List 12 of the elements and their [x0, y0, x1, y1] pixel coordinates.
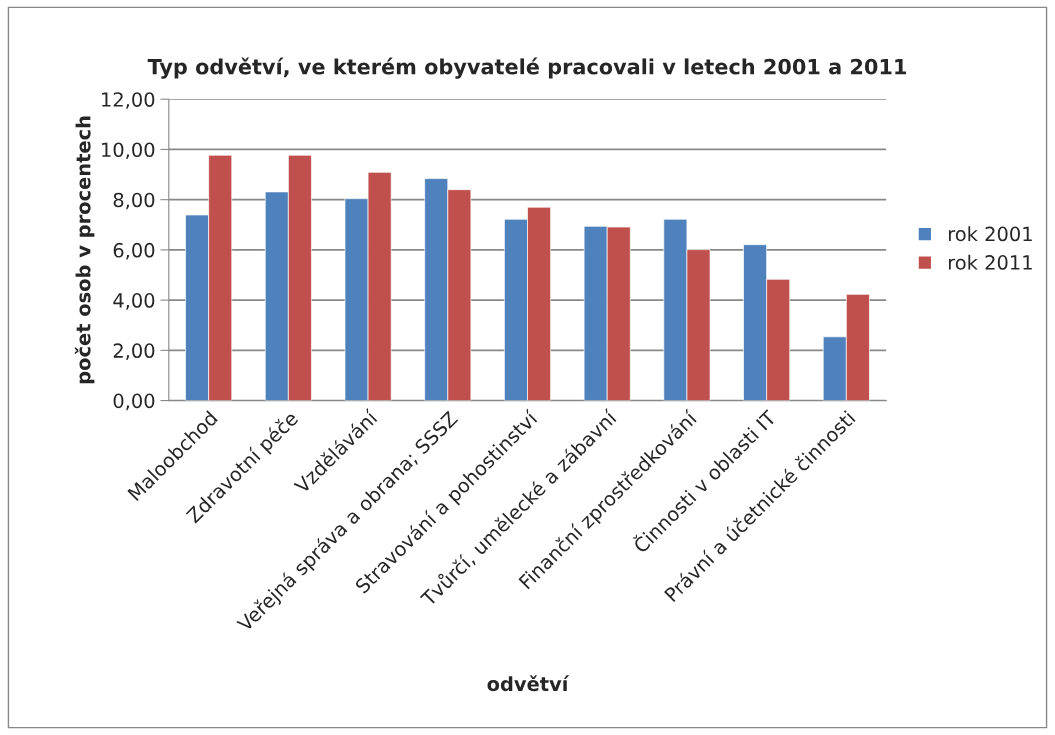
legend-label: rok 2011	[948, 254, 1032, 270]
y-tick-label: 10,00	[102, 142, 155, 160]
y-tick-label: 4,00	[113, 293, 155, 310]
chart-title: Typ odvětví, ve kterém obyvatelé pracovali v letech 2001 a 2011	[147, 57, 906, 79]
y-tick-label: 2,00	[113, 343, 155, 360]
y-tick-label: 0,00	[113, 393, 155, 411]
legend-label: rok 2001	[948, 226, 1032, 242]
y-tick-label: 6,00	[113, 242, 155, 260]
x-axis-title: odvětví	[487, 675, 570, 692]
y-tick-label: 12,00	[102, 92, 155, 109]
y-axis-title: počet osob v procentech	[74, 116, 95, 384]
y-tick-label: 8,00	[113, 192, 155, 210]
